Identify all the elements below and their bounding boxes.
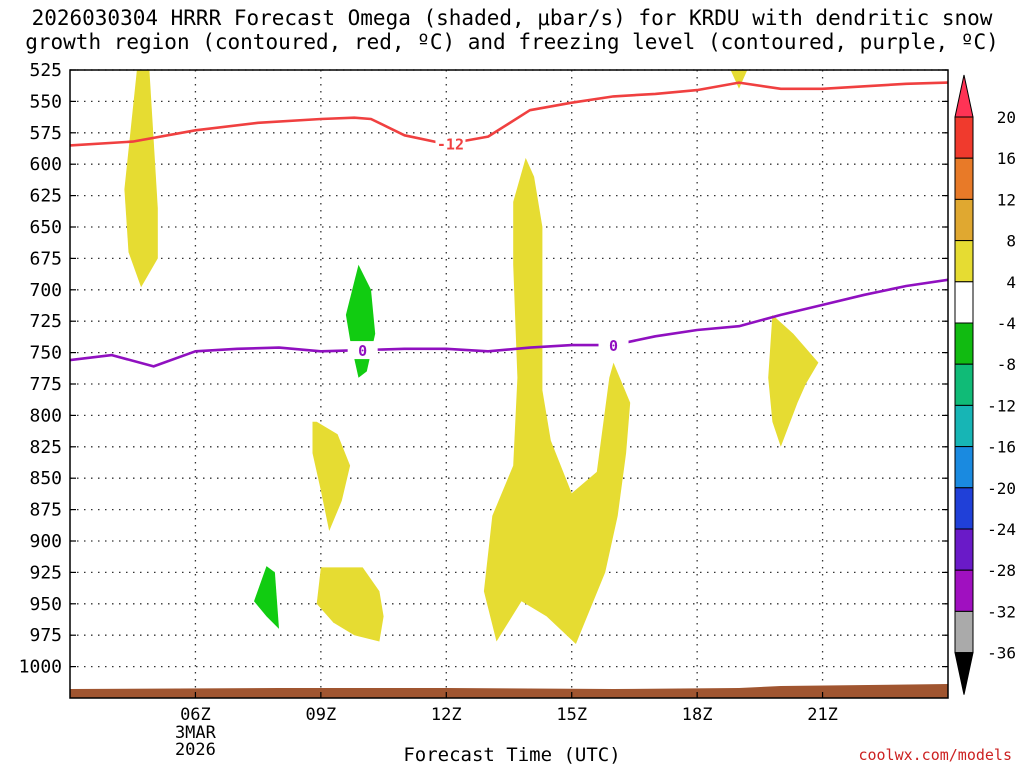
x-tick-label-21Z: 21Z: [807, 705, 838, 725]
omega-region-0-3: [483, 157, 631, 644]
colorbar-label-12: -32: [987, 602, 1016, 621]
contour-line-1: [70, 278, 948, 368]
colorbar-swatch-6: [954, 322, 974, 365]
y-tick-label-800: 800: [29, 405, 62, 426]
colorbar-swatch-12: [954, 569, 974, 612]
colorbar-bottom-arrow: [954, 652, 974, 695]
colorbar-swatch-8: [954, 404, 974, 448]
omega-region-1-1: [254, 566, 279, 629]
contour-label-bg-0-0: [435, 134, 466, 153]
y-tick-label-525: 525: [29, 60, 62, 81]
colorbar-swatch-3: [954, 198, 974, 242]
y-tick-label-725: 725: [29, 311, 62, 332]
colorbar-swatch-13: [954, 610, 974, 654]
y-tick-label-950: 950: [29, 594, 62, 615]
omega-region-0-2: [316, 567, 384, 642]
colorbar-swatch-4: [954, 240, 974, 283]
y-tick-label-625: 625: [29, 186, 62, 207]
colorbar-swatch-1: [954, 116, 974, 159]
contour-layer: -12 0 0: [70, 81, 948, 368]
y-tick-label-825: 825: [29, 437, 62, 458]
colorbar-label-6: -8: [997, 355, 1016, 374]
x-tick-label-18Z: 18Z: [682, 705, 713, 725]
contour-label-1-1: 0: [609, 337, 618, 355]
x-tick-label-06Z: 06Z: [180, 705, 211, 725]
y-tick-label-900: 900: [29, 531, 62, 552]
y-tick-label-925: 925: [29, 562, 62, 583]
colorbar-label-8: -16: [987, 438, 1016, 457]
omega-region-0-5: [768, 314, 819, 447]
colorbar-label-5: -4: [997, 314, 1016, 333]
colorbar-swatch-11: [954, 528, 974, 571]
colorbar-label-4: 4: [1006, 273, 1016, 292]
x-tick-label-09Z: 09Z: [305, 705, 336, 725]
colorbar-label-11: -28: [987, 561, 1016, 580]
colorbar-swatch-2: [954, 157, 974, 200]
ground-layer: [70, 684, 948, 698]
x-tick-label-15Z: 15Z: [556, 705, 587, 725]
colorbar-swatch-7: [954, 363, 974, 406]
contour-label-1-0: 0: [358, 342, 367, 360]
y-tick-label-750: 750: [29, 343, 62, 364]
omega-region-0-0: [124, 70, 158, 288]
chart-title-line-2: growth region (contoured, red, ºC) and f…: [25, 30, 999, 54]
colorbar-label-1: 16: [997, 149, 1016, 168]
colorbar-label-10: -24: [987, 520, 1016, 539]
omega-region-0-1: [312, 421, 351, 531]
x-tick-sublabel-2026: 2026: [175, 740, 216, 760]
contour-label-bg-1-0: [347, 341, 378, 360]
y-axis: 525 550 575 600 625 650 675 700 725 750 775 800 825 8…: [19, 60, 948, 678]
colorbar-label-9: -20: [987, 479, 1016, 498]
x-tick-sublabel-3mar: 3MAR: [175, 723, 217, 743]
omega-region-1-0: [345, 264, 376, 378]
omega-shading-layer: [124, 70, 819, 644]
chart-title: 2026030304 HRRR Forecast Omega (shaded, …: [0, 6, 1024, 54]
colorbar-label-0: 20: [997, 108, 1016, 127]
y-tick-label-650: 650: [29, 217, 62, 238]
contour-line-0: [70, 81, 948, 147]
site-credit: coolwx.com/models: [858, 746, 1012, 764]
y-tick-label-550: 550: [29, 91, 62, 112]
colorbar: 20 16 12 8 4 -4 -8 -12 -16 -20 -24 -28 -32 -36: [954, 74, 1016, 695]
x-axis-title: Forecast Time (UTC): [403, 744, 621, 766]
colorbar-swatch-5: [954, 281, 974, 324]
y-tick-label-875: 875: [29, 500, 62, 521]
colorbar-top-arrow: [954, 74, 974, 118]
ground-surface: [70, 684, 948, 698]
y-tick-label-700: 700: [29, 280, 62, 301]
colorbar-label-2: 12: [997, 190, 1016, 209]
contour-label-bg-1-1: [598, 336, 629, 355]
colorbar-swatch-10: [954, 487, 974, 530]
y-tick-label-1000: 1000: [19, 657, 62, 678]
y-tick-label-575: 575: [29, 123, 62, 144]
colorbar-label-3: 8: [1006, 232, 1016, 251]
colorbar-label-7: -12: [987, 396, 1016, 415]
chart-title-line-1: 2026030304 HRRR Forecast Omega (shaded, …: [31, 6, 993, 30]
y-tick-label-775: 775: [29, 374, 62, 395]
y-tick-label-600: 600: [29, 154, 62, 175]
contour-label-0-0: -12: [437, 135, 464, 153]
y-tick-label-975: 975: [29, 625, 62, 646]
colorbar-swatch-9: [954, 446, 974, 489]
x-tick-label-12Z: 12Z: [431, 705, 462, 725]
colorbar-label-13: -36: [987, 644, 1016, 663]
y-tick-label-675: 675: [29, 248, 62, 269]
y-tick-label-850: 850: [29, 468, 62, 489]
omega-region-0-4: [730, 70, 748, 89]
